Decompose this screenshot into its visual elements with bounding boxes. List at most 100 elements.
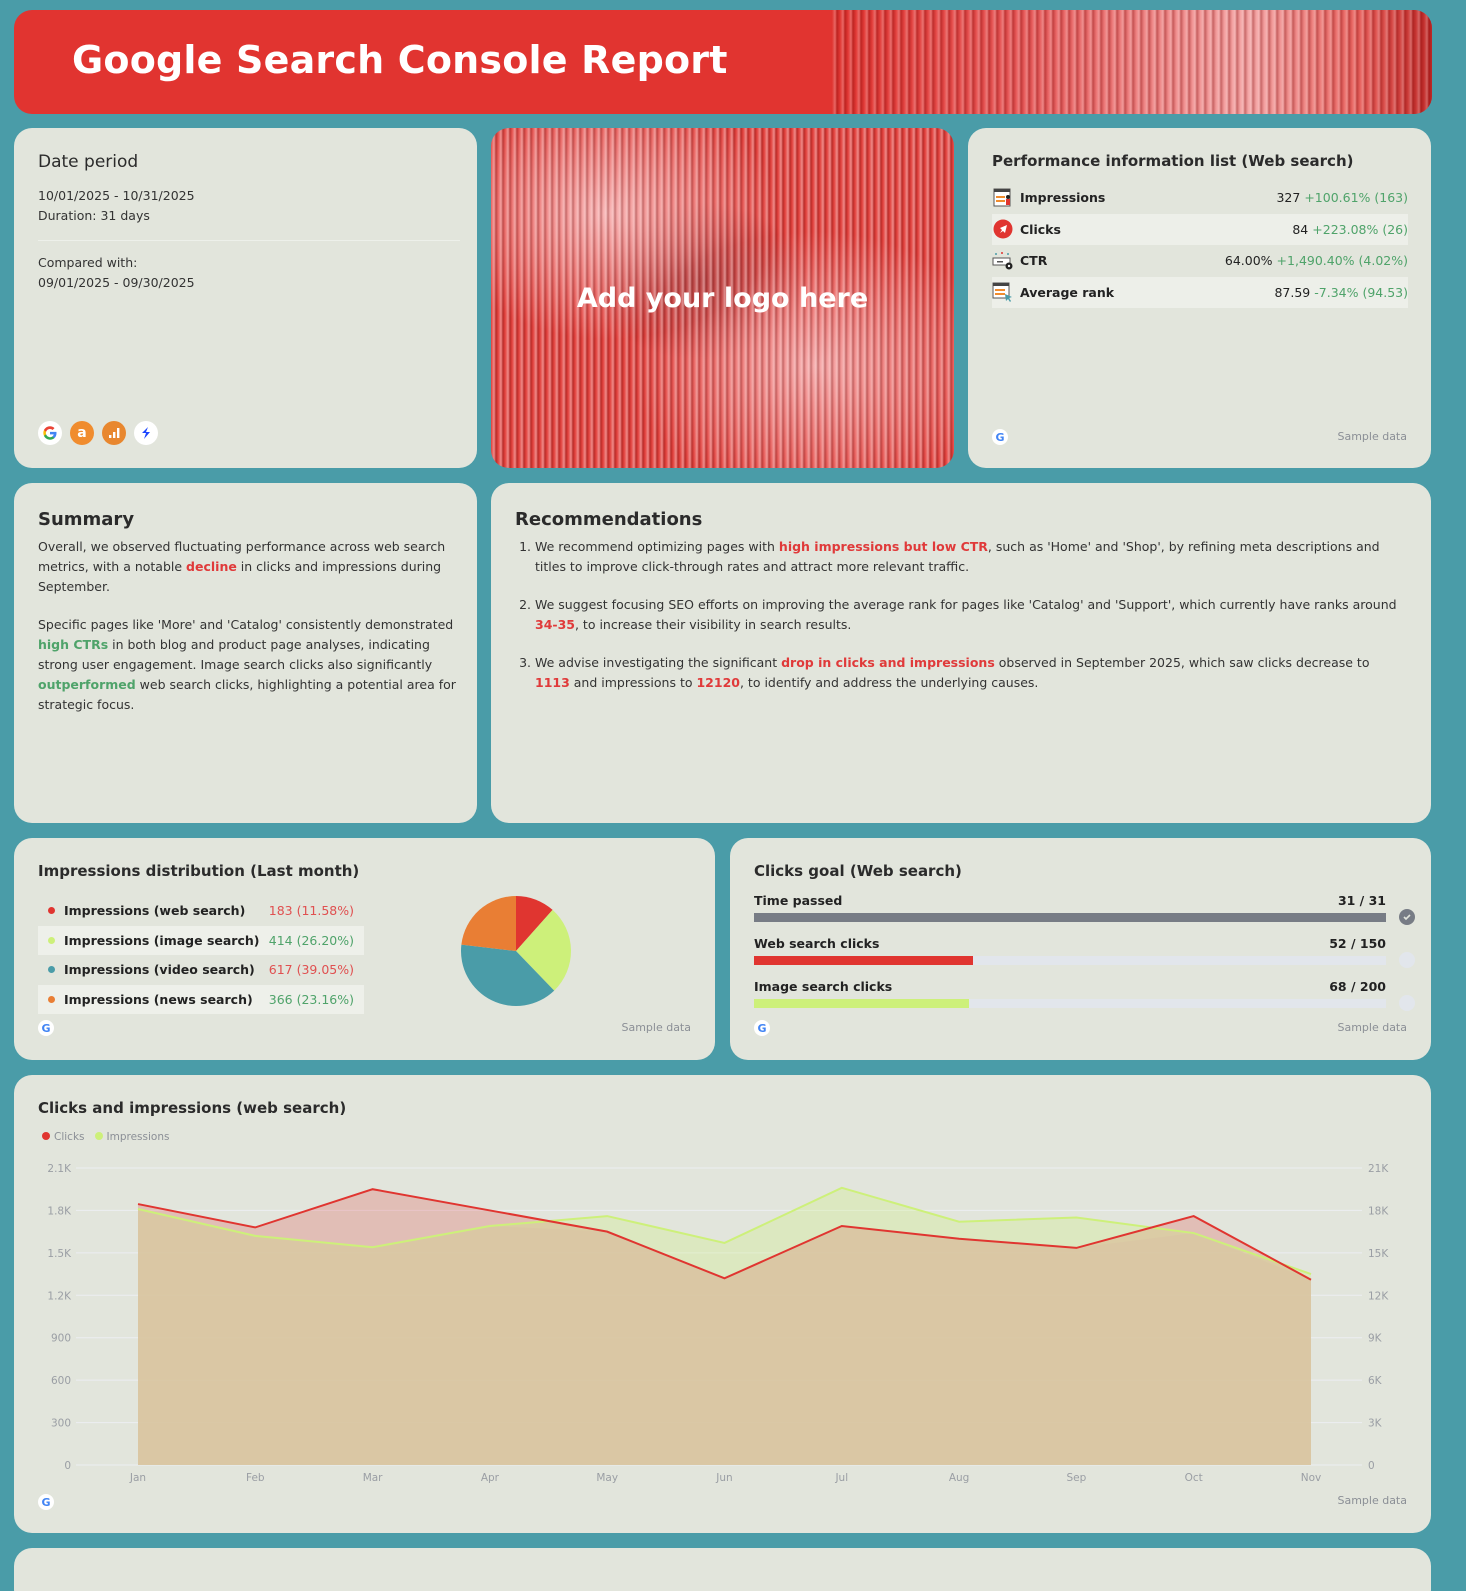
legend-dot (48, 907, 55, 915)
svg-text:0: 0 (64, 1460, 71, 1472)
goal-list: Time passed 31 / 31 Web search clicks 52 /… (754, 893, 1415, 1022)
clicks-impressions-area-chart[interactable]: 0 0 300 3K 600 6K 900 9K 1.2K 12K 1.5K 15K 1.8K 18K 2.… (14, 1075, 1431, 1495)
metric-label: Average rank (1020, 284, 1115, 300)
sample-data-label: Sample data (1337, 1494, 1407, 1507)
legend-row-video[interactable]: Impressions (video search) 617 (39.05%) (38, 955, 364, 985)
sample-data-label: Sample data (621, 1021, 691, 1034)
clicks-goal-card: Clicks goal (Web search) Time passed 31 /… (730, 838, 1431, 1060)
legend-row-news[interactable]: Impressions (news search) 366 (23.16%) (38, 984, 364, 1014)
logo-placeholder-card[interactable]: Add your logo here (491, 128, 954, 468)
ctr-icon (992, 250, 1014, 272)
legend-clicks[interactable]: Clicks (42, 1131, 85, 1143)
svg-text:Aug: Aug (949, 1472, 970, 1484)
analytics-icon (102, 421, 126, 445)
svg-text:Jun: Jun (715, 1472, 732, 1484)
metric-value: 84 (1292, 221, 1309, 237)
metric-row-clicks: Clicks 84 +223.08% (26) (992, 213, 1408, 245)
clicks-rocket-icon (992, 218, 1014, 240)
metric-change: +100.61% (163) (1304, 190, 1408, 206)
pie-slice[interactable] (461, 896, 516, 951)
data-source-icons: a (38, 421, 158, 445)
svg-text:15K: 15K (1368, 1248, 1389, 1260)
svg-text:2.1K: 2.1K (47, 1163, 72, 1175)
metric-value: 327 (1276, 190, 1301, 206)
svg-text:1.2K: 1.2K (47, 1290, 72, 1302)
recommendations-card: Recommendations We recommend optimizing … (491, 483, 1431, 823)
highlight-high-ctrs: high CTRs (38, 637, 109, 652)
legend-row-web[interactable]: Impressions (web search) 183 (11.58%) (38, 896, 364, 926)
metric-row-impressions: Impressions 327 +100.61% (163) (992, 182, 1408, 214)
google-icon: G (754, 1020, 770, 1036)
svg-text:9K: 9K (1368, 1333, 1383, 1345)
chart-title: Clicks and impressions (web search) (38, 1099, 347, 1117)
compared-label: Compared with: (38, 255, 138, 270)
summary-title: Summary (38, 509, 135, 530)
recommendations-title: Recommendations (515, 509, 703, 530)
header-decorative-pattern (832, 10, 1432, 114)
svg-text:12K: 12K (1368, 1290, 1389, 1302)
metric-change: +1,490.40% (4.02%) (1276, 253, 1408, 269)
page-title: Google Search Console Report (72, 38, 728, 82)
svg-text:18K: 18K (1368, 1205, 1389, 1217)
impressions-icon (992, 187, 1014, 209)
legend-impressions[interactable]: Impressions (94, 1131, 169, 1143)
svg-text:Sep: Sep (1067, 1472, 1087, 1484)
metric-change: +223.08% (26) (1312, 221, 1408, 237)
svg-text:600: 600 (51, 1375, 71, 1387)
svg-text:May: May (596, 1472, 618, 1484)
date-period-title: Date period (38, 152, 139, 172)
distribution-legend: Impressions (web search) 183 (11.58%) Im… (38, 896, 364, 1014)
svg-text:3K: 3K (1368, 1418, 1383, 1430)
next-section-card (14, 1548, 1431, 1591)
performance-card: Performance information list (Web search… (968, 128, 1431, 468)
pie-slice[interactable] (461, 944, 555, 1006)
recommendation-item: We suggest focusing SEO efforts on impro… (535, 595, 1405, 635)
legend-dot (48, 966, 55, 974)
clicks-goal-title: Clicks goal (Web search) (754, 862, 962, 880)
metric-value: 87.59 (1274, 284, 1311, 300)
goal-time-passed: Time passed 31 / 31 (754, 893, 1415, 936)
report-header: Google Search Console Report (14, 10, 1432, 114)
goal-web-search-clicks: Web search clicks 52 / 150 (754, 936, 1415, 979)
google-icon: G (992, 429, 1008, 445)
svg-text:1.8K: 1.8K (47, 1205, 72, 1217)
progress-bar (754, 952, 1415, 968)
pie-slice[interactable] (516, 909, 571, 991)
summary-card: Summary Overall, we observed fluctuating… (14, 483, 477, 823)
svg-text:900: 900 (51, 1333, 71, 1345)
date-period-card: Date period 10/01/2025 - 10/31/2025 Dura… (14, 128, 477, 468)
pending-circle-icon (1399, 995, 1415, 1011)
svg-text:Oct: Oct (1185, 1472, 1203, 1484)
legend-row-image[interactable]: Impressions (image search) 414 (26.20%) (38, 925, 364, 955)
progress-bar (754, 909, 1415, 925)
svg-text:6K: 6K (1368, 1375, 1383, 1387)
metric-change: -7.34% (94.53) (1314, 284, 1408, 300)
summary-paragraph-2: Specific pages like 'More' and 'Catalog'… (38, 617, 456, 712)
logo-placeholder-text: Add your logo here (576, 282, 869, 314)
distribution-title: Impressions distribution (Last month) (38, 862, 360, 880)
metric-label: Impressions (1020, 190, 1106, 206)
svg-text:1.5K: 1.5K (47, 1248, 72, 1260)
svg-text:Jul: Jul (834, 1472, 848, 1484)
svg-text:Jan: Jan (129, 1472, 146, 1484)
pending-circle-icon (1399, 952, 1415, 968)
check-circle-icon (1399, 909, 1415, 925)
metric-row-ctr: CTR 64.00% +1,490.40% (4.02%) (992, 245, 1408, 277)
svg-text:21K: 21K (1368, 1163, 1389, 1175)
metric-row-average-rank: Average rank 87.59 -7.34% (94.53) (992, 276, 1408, 308)
svg-text:Mar: Mar (363, 1472, 383, 1484)
impressions-pie-chart[interactable] (456, 891, 576, 1011)
ahrefs-icon: a (70, 421, 94, 445)
summary-paragraph-1: Overall, we observed fluctuating perform… (38, 539, 446, 594)
performance-title: Performance information list (Web search… (992, 152, 1354, 170)
metric-label: Clicks (1020, 221, 1061, 237)
average-rank-icon (992, 281, 1014, 303)
pie-slice[interactable] (516, 896, 553, 951)
recommendation-item: We recommend optimizing pages with high … (535, 537, 1405, 577)
recommendation-item: We advise investigating the significant … (535, 653, 1405, 693)
goal-image-search-clicks: Image search clicks 68 / 200 (754, 979, 1415, 1022)
svg-text:Nov: Nov (1301, 1472, 1322, 1484)
compared-range: 09/01/2025 - 09/30/2025 (38, 275, 195, 290)
svg-text:300: 300 (51, 1418, 71, 1430)
semrush-bolt-icon (134, 421, 158, 445)
